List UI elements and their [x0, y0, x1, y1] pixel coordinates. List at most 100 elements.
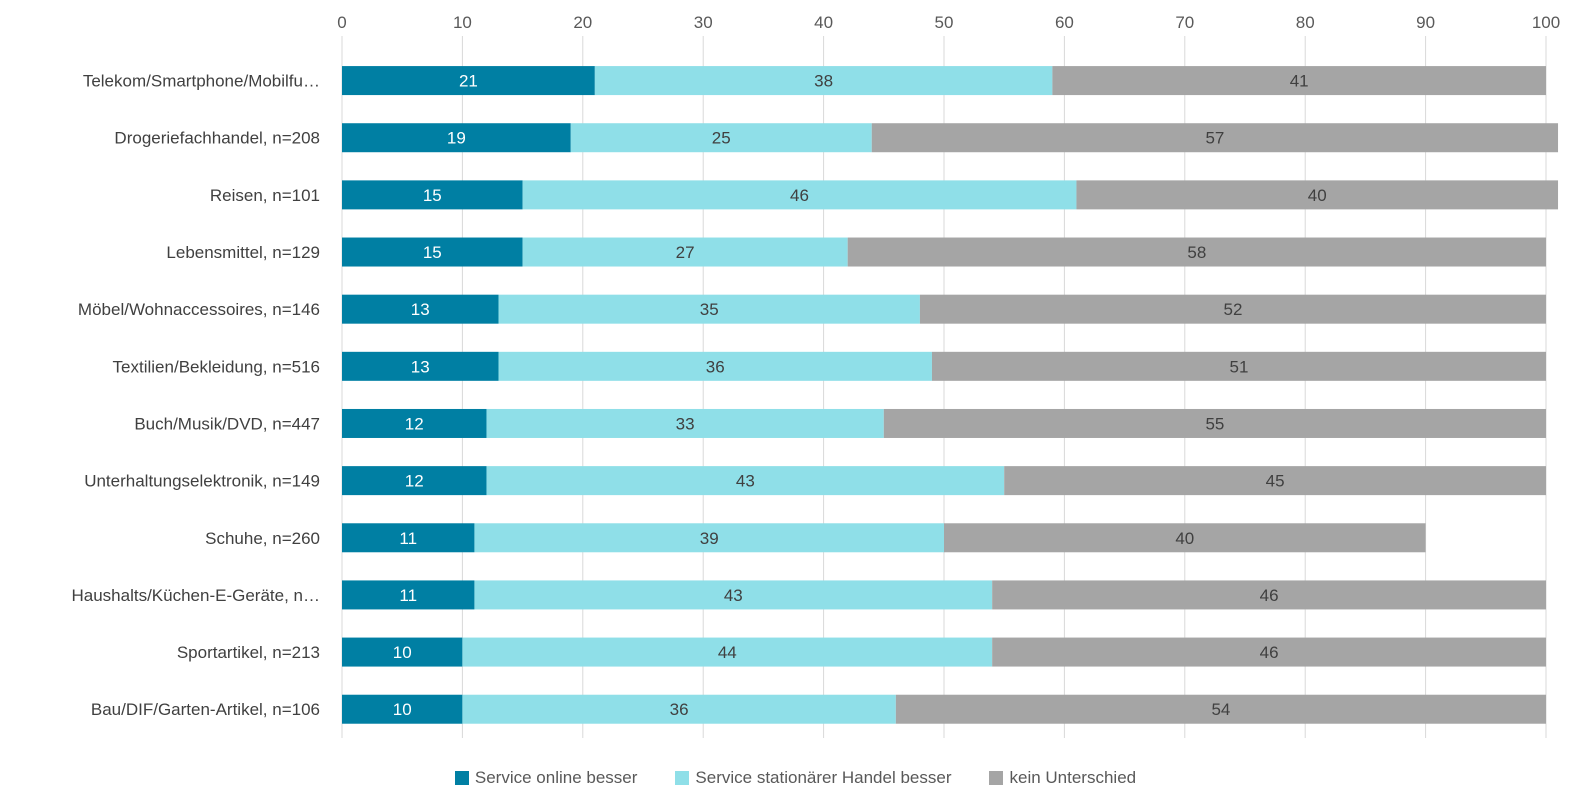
- category-label: Telekom/Smartphone/Mobilfu…: [83, 72, 320, 91]
- data-label: 12: [405, 472, 424, 491]
- data-label: 11: [399, 529, 417, 548]
- x-tick-label: 20: [573, 13, 592, 32]
- data-label: 27: [676, 243, 695, 262]
- x-tick-label: 40: [814, 13, 833, 32]
- legend-label: Service stationärer Handel besser: [695, 768, 952, 787]
- data-label: 46: [1260, 586, 1279, 605]
- data-label: 10: [393, 643, 412, 662]
- category-label: Sportartikel, n=213: [177, 643, 320, 662]
- data-label: 10: [393, 700, 412, 719]
- category-label: Lebensmittel, n=129: [166, 243, 320, 262]
- legend: Service online besser Service stationärer…: [0, 768, 1591, 788]
- data-label: 13: [411, 300, 430, 319]
- bar-segment: [1076, 180, 1559, 210]
- bar-segment: [1004, 466, 1546, 496]
- bar-segment: [594, 66, 1053, 96]
- bar-segment: [486, 408, 884, 438]
- bar-segment: [498, 294, 920, 324]
- data-label: 25: [712, 129, 731, 148]
- category-label: Reisen, n=101: [210, 186, 320, 205]
- data-label: 21: [459, 72, 478, 91]
- category-label: Haushalts/Küchen-E-Geräte, n…: [71, 586, 320, 605]
- category-label: Drogeriefachhandel, n=208: [114, 129, 320, 148]
- data-label: 44: [718, 643, 737, 662]
- category-label: Textilien/Bekleidung, n=516: [113, 357, 320, 376]
- legend-swatch: [454, 771, 469, 785]
- bar-segment: [895, 694, 1546, 724]
- bar-segment: [498, 351, 932, 381]
- legend-item: Service stationärer Handel besser: [675, 768, 951, 788]
- legend-label: kein Unterschied: [1009, 768, 1137, 787]
- x-tick-label: 100: [1532, 13, 1560, 32]
- data-label: 13: [411, 357, 430, 376]
- bar-segment: [342, 123, 571, 153]
- legend-label: Service online besser: [474, 768, 638, 787]
- data-label: 12: [405, 414, 424, 433]
- bar-segment: [474, 523, 944, 553]
- data-label: 46: [790, 186, 809, 205]
- x-axis-tick-labels: 0 10 20 30 40 50 60 70 80 90 100: [337, 13, 1560, 32]
- data-label: 45: [1266, 472, 1285, 491]
- bar-segment: [342, 523, 475, 553]
- bar-segment: [342, 294, 499, 324]
- data-label: 36: [706, 357, 725, 376]
- data-label: 36: [670, 700, 689, 719]
- data-label: 55: [1205, 414, 1224, 433]
- x-tick-label: 70: [1175, 13, 1194, 32]
- legend-item: Service online besser: [454, 768, 638, 788]
- data-label: 52: [1223, 300, 1242, 319]
- data-label: 15: [423, 243, 442, 262]
- bar-segment: [462, 694, 896, 724]
- category-labels: Telekom/Smartphone/Mobilfu… Drogeriefachh…: [71, 72, 320, 720]
- legend-item: kein Unterschied: [989, 768, 1136, 788]
- bar-segment: [522, 180, 1077, 210]
- x-tick-label: 90: [1416, 13, 1435, 32]
- x-tick-label: 0: [337, 13, 346, 32]
- data-label: 51: [1230, 357, 1249, 376]
- data-label: 38: [814, 72, 833, 91]
- gridlines: [341, 36, 1547, 738]
- data-label: 58: [1187, 243, 1206, 262]
- data-label: 35: [700, 300, 719, 319]
- x-tick-label: 10: [453, 13, 472, 32]
- category-label: Möbel/Wohnaccessoires, n=146: [78, 300, 320, 319]
- data-label: 43: [736, 472, 755, 491]
- bar-segment: [342, 466, 487, 496]
- bar-segment: [992, 580, 1546, 610]
- category-label: Buch/Musik/DVD, n=447: [134, 414, 320, 433]
- x-tick-label: 30: [694, 13, 713, 32]
- bar-segment: [944, 523, 1426, 553]
- category-label: Unterhaltungselektronik, n=149: [84, 472, 320, 491]
- bar-segment: [342, 351, 499, 381]
- bar-segment: [871, 123, 1559, 153]
- data-label: 41: [1290, 72, 1309, 91]
- bar-segment: [342, 180, 523, 210]
- bar-segment: [462, 637, 993, 667]
- bar-segment: [342, 237, 523, 267]
- data-label: 11: [399, 586, 417, 605]
- x-tick-label: 80: [1296, 13, 1315, 32]
- bar-segment: [522, 237, 848, 267]
- data-label: 57: [1205, 129, 1224, 148]
- x-tick-label: 60: [1055, 13, 1074, 32]
- data-label: 40: [1308, 186, 1327, 205]
- bar-series: 21 38 41 19 25 57 15 46 40 15 27 58 13 35 52 13 36 51 12 33…: [342, 66, 1559, 724]
- x-tick-label: 50: [935, 13, 954, 32]
- bar-segment: [1052, 66, 1546, 96]
- bar-segment: [931, 351, 1546, 381]
- bar-segment: [342, 694, 463, 724]
- bar-segment: [847, 237, 1546, 267]
- category-label: Schuhe, n=260: [205, 529, 320, 548]
- bar-segment: [342, 637, 463, 667]
- bar-segment: [919, 294, 1546, 324]
- data-label: 43: [724, 586, 743, 605]
- bar-segment: [342, 408, 487, 438]
- data-label: 15: [423, 186, 442, 205]
- legend-swatch: [675, 771, 690, 785]
- bar-segment: [992, 637, 1546, 667]
- bar-segment: [474, 580, 993, 610]
- data-label: 19: [447, 129, 466, 148]
- legend-swatch: [989, 771, 1004, 785]
- data-label: 39: [700, 529, 719, 548]
